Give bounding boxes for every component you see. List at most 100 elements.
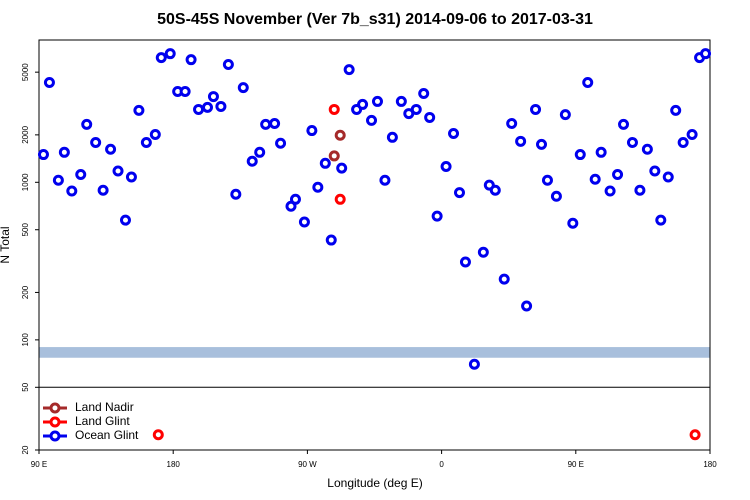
point <box>567 217 579 229</box>
point <box>336 162 348 174</box>
point <box>515 135 527 147</box>
point <box>541 174 553 186</box>
point <box>306 125 318 137</box>
point <box>246 155 258 167</box>
legend-label: Ocean Glint <box>75 428 139 442</box>
point <box>66 185 78 197</box>
point <box>386 131 398 143</box>
point <box>334 129 346 141</box>
point <box>289 193 301 205</box>
point <box>334 193 346 205</box>
point <box>677 136 689 148</box>
point <box>379 174 391 186</box>
point <box>215 100 227 112</box>
legend-marker <box>49 416 61 428</box>
point <box>201 101 213 113</box>
point <box>328 150 340 162</box>
y-tick-label: 100 <box>21 333 30 347</box>
point <box>90 136 102 148</box>
point <box>75 169 87 181</box>
point <box>275 137 287 149</box>
point <box>37 149 49 161</box>
point <box>618 118 630 130</box>
point <box>222 59 234 71</box>
point <box>424 111 436 123</box>
point <box>589 173 601 185</box>
point <box>559 109 571 121</box>
x-axis-label: Longitude (deg E) <box>327 476 422 490</box>
point <box>536 138 548 150</box>
point <box>395 95 407 107</box>
point <box>155 52 167 64</box>
point <box>662 171 674 183</box>
point <box>498 273 510 285</box>
plot-frame <box>38 39 711 451</box>
x-tick-label: 90 E <box>568 460 584 469</box>
point <box>133 104 145 116</box>
point <box>119 214 131 226</box>
point <box>506 118 518 130</box>
point <box>459 256 471 268</box>
point <box>52 174 64 186</box>
y-tick-label: 2000 <box>21 125 30 143</box>
y-tick-label: 500 <box>21 223 30 237</box>
legend-label: Land Nadir <box>75 400 134 414</box>
y-axis-label: N Total <box>0 226 12 263</box>
point <box>626 136 638 148</box>
point <box>105 143 117 155</box>
point <box>149 129 161 141</box>
point <box>312 181 324 193</box>
chart-title: 50S-45S November (Ver 7b_s31) 2014-09-06… <box>157 11 593 28</box>
x-tick-label: 90 W <box>298 460 317 469</box>
point <box>550 190 562 202</box>
point <box>193 103 205 115</box>
point <box>453 187 465 199</box>
point <box>81 118 93 130</box>
y-tick-label: 200 <box>21 285 30 299</box>
point <box>670 104 682 116</box>
point <box>448 128 460 140</box>
point <box>328 103 340 115</box>
x-tick-label: 180 <box>703 460 717 469</box>
point <box>58 146 70 158</box>
y-tick-label: 50 <box>21 382 30 391</box>
x-tick-label: 0 <box>439 460 444 469</box>
point <box>325 234 337 246</box>
point <box>152 429 164 441</box>
point <box>477 246 489 258</box>
y-tick-label: 1000 <box>21 173 30 191</box>
point <box>649 165 661 177</box>
band <box>39 347 710 358</box>
point <box>574 149 586 161</box>
point <box>230 188 242 200</box>
point <box>269 118 281 130</box>
point <box>179 85 191 97</box>
point <box>440 160 452 172</box>
legend-marker <box>49 430 61 442</box>
point <box>140 136 152 148</box>
point <box>357 98 369 110</box>
point <box>418 88 430 100</box>
point <box>254 146 266 158</box>
point <box>431 210 443 222</box>
point <box>641 143 653 155</box>
point <box>530 103 542 115</box>
point <box>634 184 646 196</box>
x-tick-label: 90 E <box>31 460 47 469</box>
point <box>164 48 176 60</box>
point <box>298 216 310 228</box>
point <box>604 185 616 197</box>
point <box>371 95 383 107</box>
point <box>319 157 331 169</box>
point <box>582 76 594 88</box>
legend-label: Land Glint <box>75 414 130 428</box>
point <box>689 429 701 441</box>
point <box>595 146 607 158</box>
point <box>207 91 219 103</box>
point <box>612 169 624 181</box>
y-tick-label: 5000 <box>21 63 30 81</box>
point <box>237 82 249 94</box>
point <box>112 165 124 177</box>
legend-marker <box>49 402 61 414</box>
